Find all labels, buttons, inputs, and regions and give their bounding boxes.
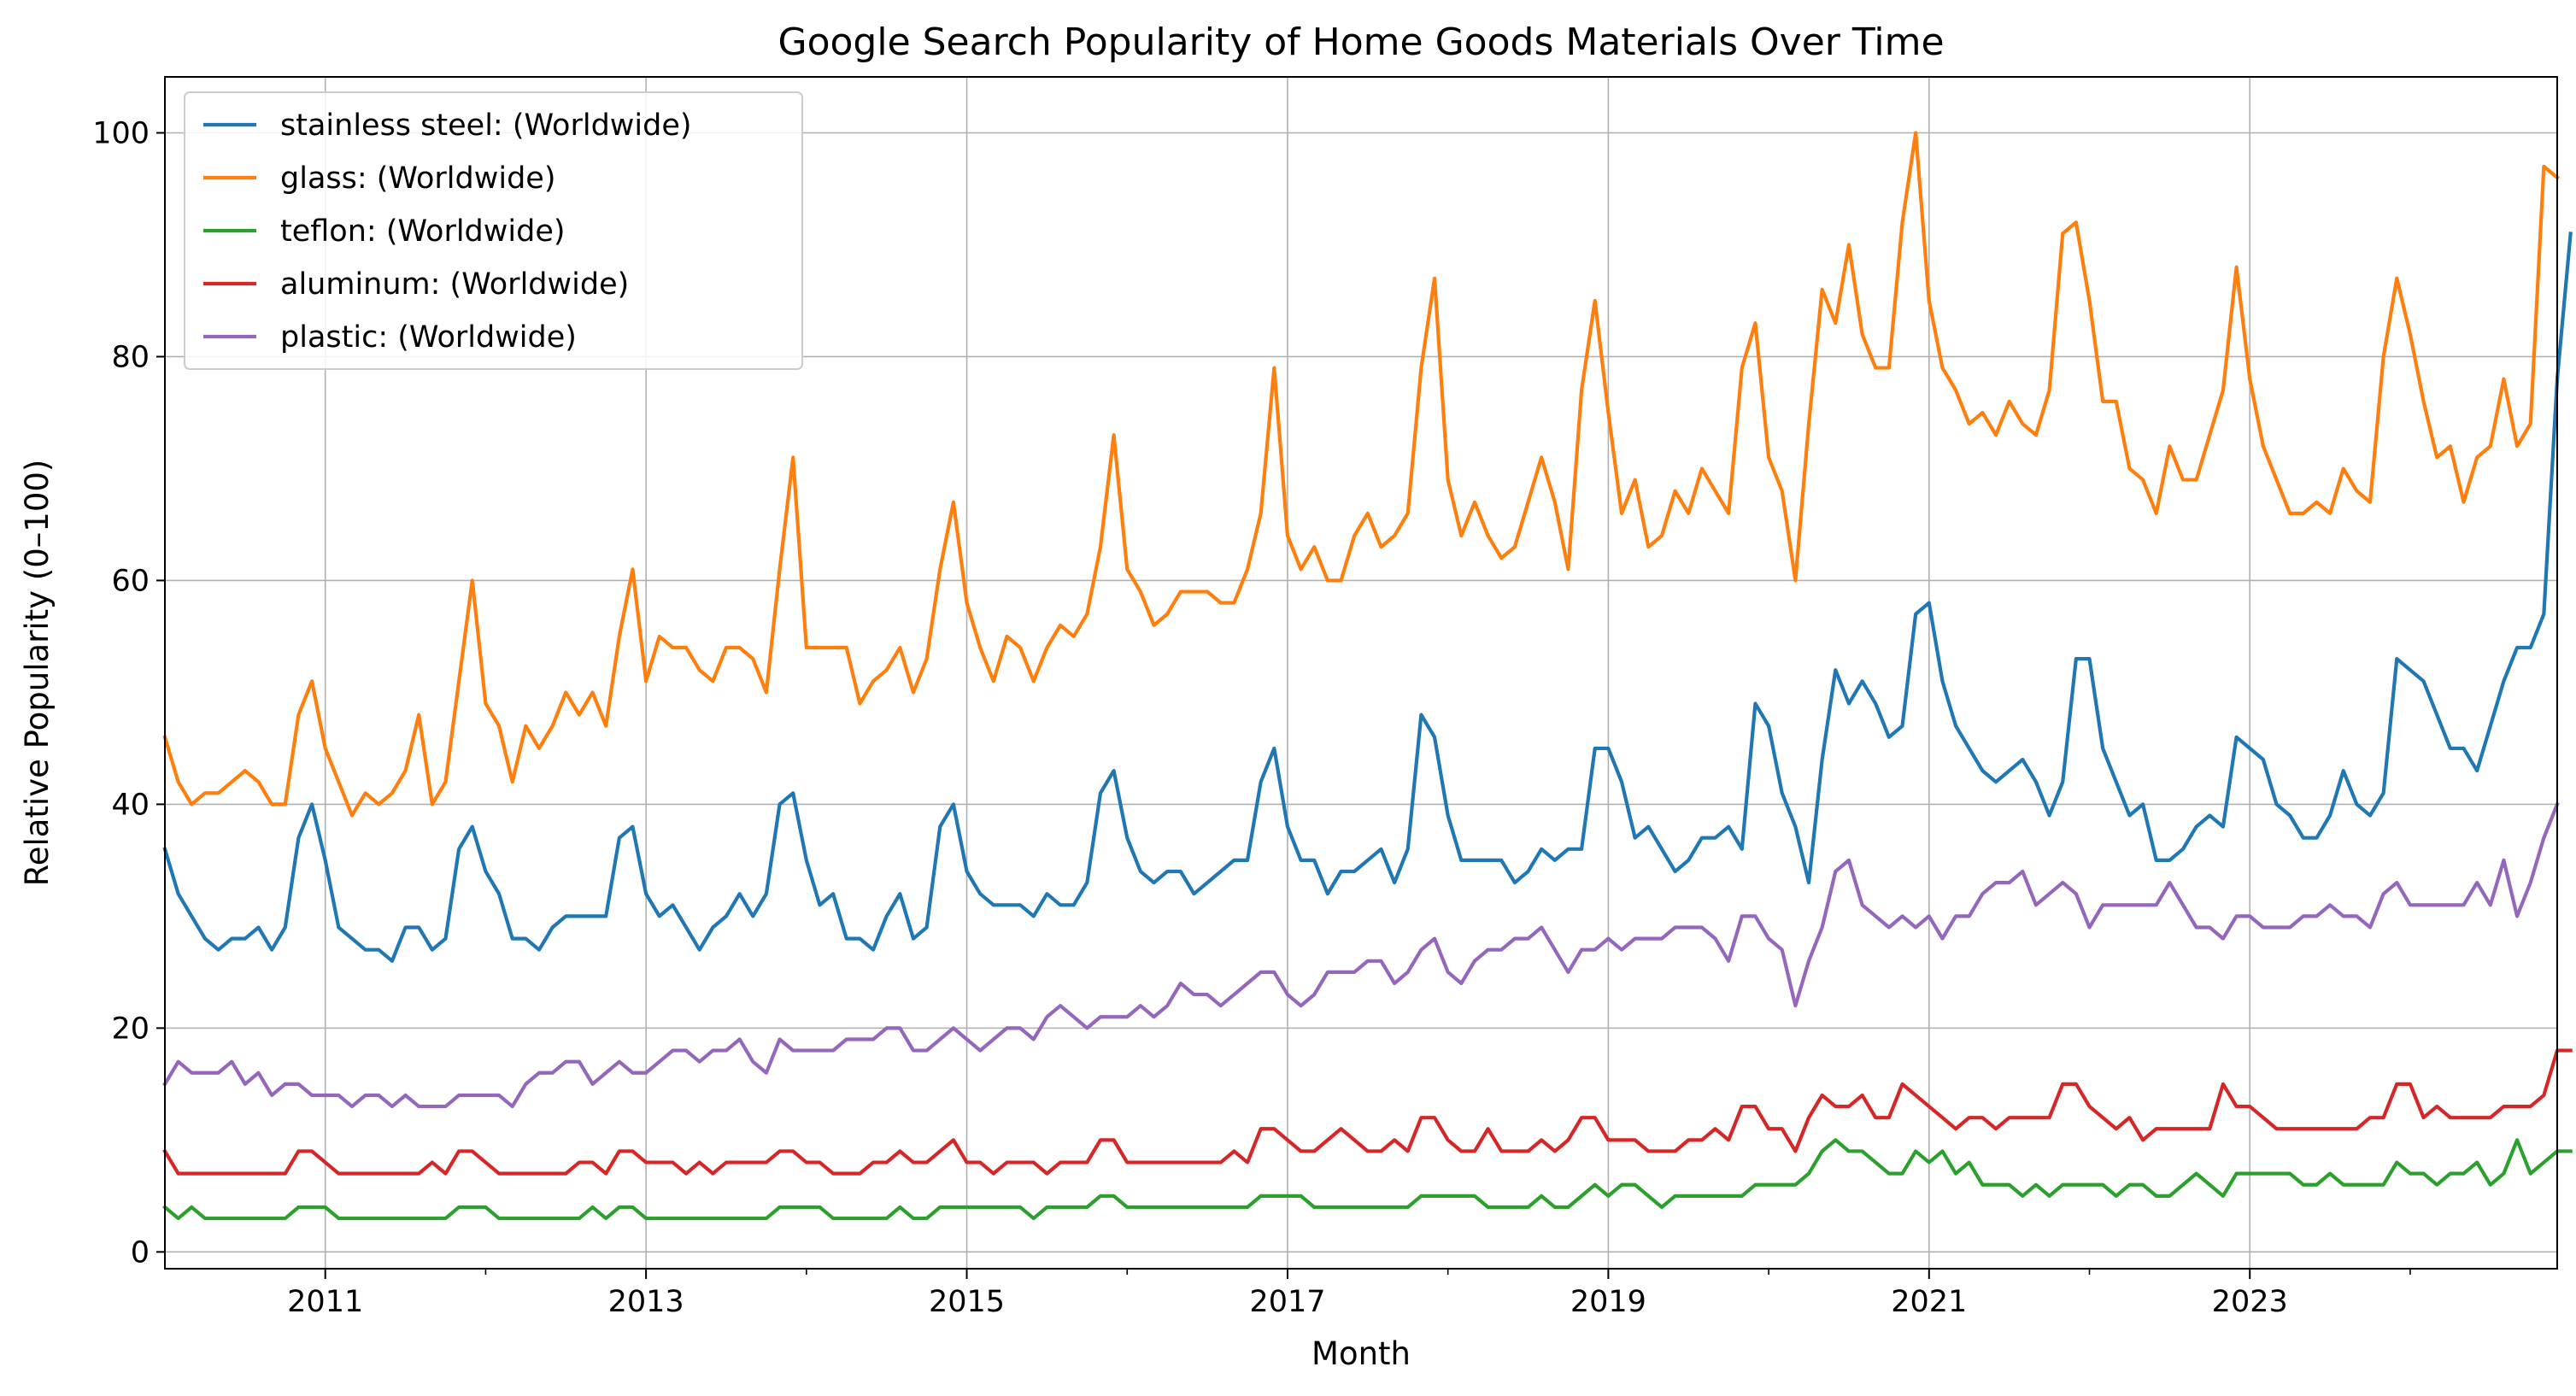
y-tick-label: 20 — [111, 1012, 150, 1046]
y-tick-label: 80 — [111, 340, 150, 374]
y-tick-label: 60 — [111, 564, 150, 598]
x-tick-label: 2015 — [929, 1285, 1005, 1319]
x-tick-label: 2017 — [1249, 1285, 1325, 1319]
x-axis-label: Month — [1311, 1335, 1411, 1372]
series-line — [162, 801, 2560, 1109]
y-tick-label: 100 — [92, 116, 150, 150]
legend-label: glass: (Worldwide) — [280, 161, 556, 196]
y-axis-label: Relative Popularity (0–100) — [19, 460, 56, 887]
series-line — [162, 232, 2573, 963]
legend: stainless steel: (Worldwide) glass: (Worl… — [184, 91, 803, 370]
legend-box — [184, 91, 803, 370]
series-line — [162, 131, 2560, 818]
legend-label: teflon: (Worldwide) — [280, 214, 566, 249]
series-line — [162, 1138, 2573, 1221]
x-tick-label: 2023 — [2212, 1285, 2288, 1319]
series-line — [162, 1048, 2573, 1176]
axis-ticks: 0 20 40 60 80 100 2011 2013 2015 2017 2019 2021 2023 — [92, 116, 2411, 1319]
chart-title: Google Search Popularity of Home Goods M… — [777, 21, 1944, 64]
y-tick-label: 0 — [131, 1235, 150, 1270]
x-tick-label: 2011 — [287, 1285, 363, 1319]
y-tick-label: 40 — [111, 788, 150, 822]
legend-label: plastic: (Worldwide) — [280, 320, 577, 355]
series-lines — [162, 131, 2573, 1221]
x-tick-label: 2021 — [1891, 1285, 1967, 1319]
legend-label: aluminum: (Worldwide) — [280, 267, 629, 302]
x-tick-label: 2019 — [1570, 1285, 1646, 1319]
x-tick-label: 2013 — [608, 1285, 684, 1319]
legend-label: stainless steel: (Worldwide) — [280, 109, 692, 143]
plot-frame — [164, 76, 2558, 1270]
